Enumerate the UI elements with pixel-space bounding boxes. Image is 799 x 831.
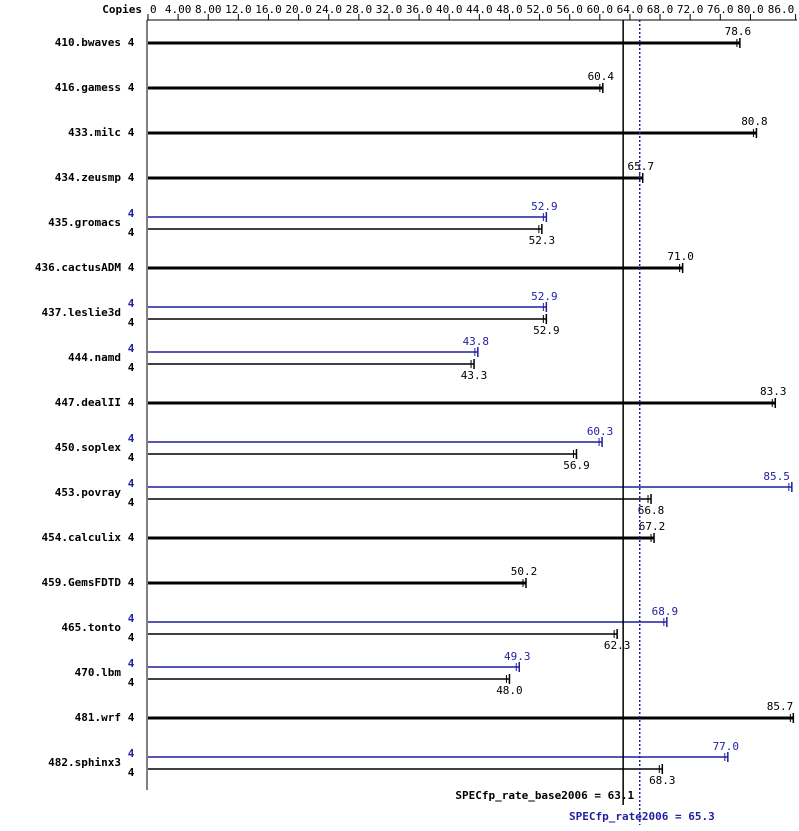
x-tick-label: 32.0: [376, 3, 403, 16]
x-tick-label: 36.0: [406, 3, 433, 16]
benchmark-label: 444.namd: [68, 351, 121, 364]
benchmark-label: 470.lbm: [75, 666, 122, 679]
peak-value-label: 49.3: [504, 650, 531, 663]
x-tick-label: 52.0: [526, 3, 553, 16]
peak-value-label: 52.9: [531, 290, 558, 303]
base-value-label: 48.0: [496, 684, 523, 697]
base-value-label: 68.3: [649, 774, 676, 787]
base-copies: 4: [128, 451, 135, 464]
base-value-label: 65.7: [627, 160, 654, 173]
peak-value-label: 43.8: [463, 335, 490, 348]
x-tick-label: 12.0: [225, 3, 252, 16]
base-copies: 4: [128, 396, 135, 409]
x-tick-label: 64.0: [617, 3, 644, 16]
x-tick-label: 76.0: [707, 3, 734, 16]
benchmark-label: 435.gromacs: [48, 216, 121, 229]
base-copies: 4: [128, 36, 135, 49]
x-tick-label: 48.0: [496, 3, 523, 16]
peak-value-label: 77.0: [713, 740, 740, 753]
benchmark-label: 481.wrf: [75, 711, 121, 724]
reference-label: SPECfp_rate2006 = 65.3: [569, 810, 715, 823]
benchmark-label: 465.tonto: [61, 621, 121, 634]
benchmark-label: 454.calculix: [42, 531, 122, 544]
peak-value-label: 68.9: [652, 605, 679, 618]
peak-copies: 4: [128, 477, 135, 490]
base-copies: 4: [128, 711, 135, 724]
base-value-label: 66.8: [638, 504, 665, 517]
peak-copies: 4: [128, 432, 135, 445]
base-value-label: 43.3: [461, 369, 488, 382]
copies-header: Copies: [102, 3, 142, 16]
base-copies: 4: [128, 126, 135, 139]
benchmark-label: 437.leslie3d: [42, 306, 121, 319]
x-tick-label: 16.0: [255, 3, 282, 16]
peak-value-label: 60.3: [587, 425, 614, 438]
peak-copies: 4: [128, 342, 135, 355]
base-value-label: 67.2: [639, 520, 666, 533]
x-tick-label: 60.0: [587, 3, 614, 16]
benchmark-label: 433.milc: [68, 126, 121, 139]
base-copies: 4: [128, 81, 135, 94]
x-tick-label: 44.0: [466, 3, 493, 16]
x-tick-label: 86.0: [768, 3, 795, 16]
base-copies: 4: [128, 361, 135, 374]
base-copies: 4: [128, 766, 135, 779]
benchmark-label: 482.sphinx3: [48, 756, 121, 769]
x-tick-label: 68.0: [647, 3, 674, 16]
x-tick-label: 56.0: [556, 3, 583, 16]
base-copies: 4: [128, 576, 135, 589]
x-tick-label: 20.0: [285, 3, 312, 16]
x-tick-label: 0: [150, 3, 157, 16]
base-value-label: 60.4: [588, 70, 615, 83]
base-value-label: 52.9: [533, 324, 560, 337]
benchmark-label: 450.soplex: [55, 441, 122, 454]
base-value-label: 56.9: [563, 459, 590, 472]
reference-label: SPECfp_rate_base2006 = 63.1: [455, 789, 634, 802]
base-value-label: 83.3: [760, 385, 787, 398]
peak-value-label: 52.9: [531, 200, 558, 213]
base-copies: 4: [128, 631, 135, 644]
benchmark-label: 416.gamess: [55, 81, 121, 94]
base-copies: 4: [128, 676, 135, 689]
benchmark-label: 453.povray: [55, 486, 122, 499]
base-value-label: 71.0: [667, 250, 694, 263]
base-copies: 4: [128, 261, 135, 274]
x-tick-label: 40.0: [436, 3, 463, 16]
x-tick-label: 72.0: [677, 3, 704, 16]
peak-value-label: 85.5: [763, 470, 790, 483]
base-copies: 4: [128, 531, 135, 544]
benchmark-label: 459.GemsFDTD: [42, 576, 122, 589]
benchmark-label: 447.dealII: [55, 396, 121, 409]
base-copies: 4: [128, 496, 135, 509]
x-tick-label: 80.0: [737, 3, 764, 16]
x-tick-label: 28.0: [346, 3, 373, 16]
benchmark-label: 436.cactusADM: [35, 261, 121, 274]
base-value-label: 85.7: [767, 700, 794, 713]
base-value-label: 78.6: [725, 25, 752, 38]
x-tick-label: 4.00: [165, 3, 192, 16]
base-value-label: 50.2: [511, 565, 538, 578]
base-copies: 4: [128, 171, 135, 184]
base-value-label: 62.3: [604, 639, 631, 652]
benchmark-label: 410.bwaves: [55, 36, 121, 49]
peak-copies: 4: [128, 207, 135, 220]
peak-copies: 4: [128, 612, 135, 625]
peak-copies: 4: [128, 297, 135, 310]
peak-copies: 4: [128, 747, 135, 760]
benchmark-label: 434.zeusmp: [55, 171, 122, 184]
x-tick-label: 24.0: [315, 3, 342, 16]
base-value-label: 52.3: [529, 234, 556, 247]
base-copies: 4: [128, 226, 135, 239]
base-value-label: 80.8: [741, 115, 768, 128]
x-tick-label: 8.00: [195, 3, 222, 16]
base-copies: 4: [128, 316, 135, 329]
peak-copies: 4: [128, 657, 135, 670]
